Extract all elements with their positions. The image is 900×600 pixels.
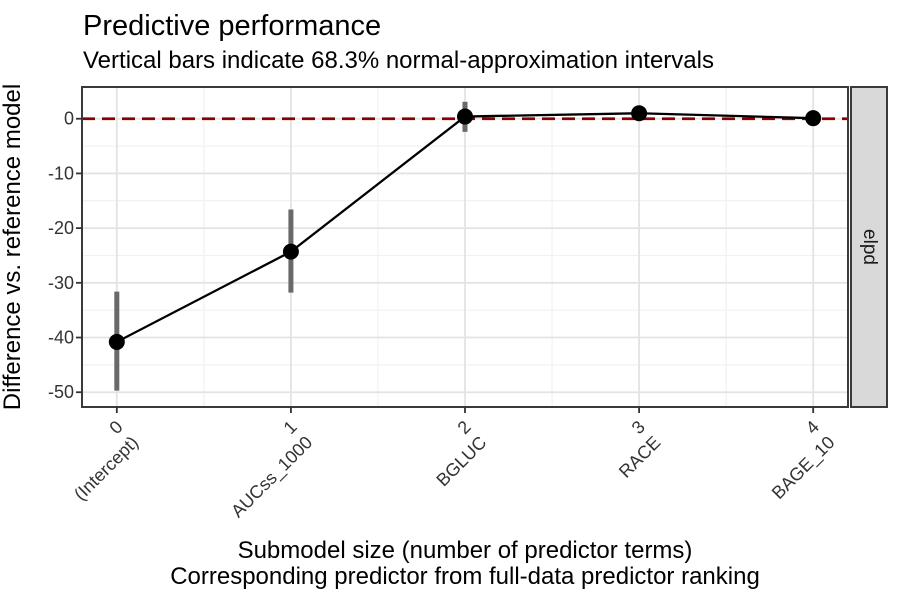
y-tick-label: 0	[64, 109, 74, 129]
facet-strip-label: elpd	[859, 229, 880, 265]
facet-strip: elpd	[850, 86, 888, 408]
x-tick-label: 2BGLUC	[417, 417, 491, 491]
x-tick-label: 4BAGE_10	[752, 417, 839, 504]
y-tick-label: -20	[48, 218, 74, 238]
y-tick-label: -30	[48, 273, 74, 293]
x-axis-title-line2: Corresponding predictor from full-data p…	[170, 563, 760, 590]
data-point	[108, 333, 125, 350]
data-point	[282, 243, 299, 260]
x-tick-label: 1AUCss_1000	[212, 417, 317, 522]
facet-strip-background	[850, 86, 888, 408]
x-tick-label: 0(Intercept)	[54, 417, 142, 505]
y-tick-label: -50	[48, 382, 74, 402]
y-tick-label: -10	[48, 163, 74, 183]
y-tick-label: -40	[48, 328, 74, 348]
data-point	[631, 105, 648, 122]
x-axis-title-line1: Submodel size (number of predictor terms…	[238, 537, 693, 564]
data-point	[805, 110, 822, 127]
chart-title: Predictive performance	[83, 10, 381, 42]
y-axis-title: Difference vs. reference model	[0, 84, 26, 410]
data-point	[457, 108, 473, 125]
chart-subtitle: Vertical bars indicate 68.3% normal-appr…	[83, 47, 714, 74]
x-tick-label: 3RACE	[599, 417, 664, 482]
chart-layer: 0 -10 -20 -30 -40 -50 0(Intercept) 1AUCss_1000 2…	[48, 86, 849, 522]
